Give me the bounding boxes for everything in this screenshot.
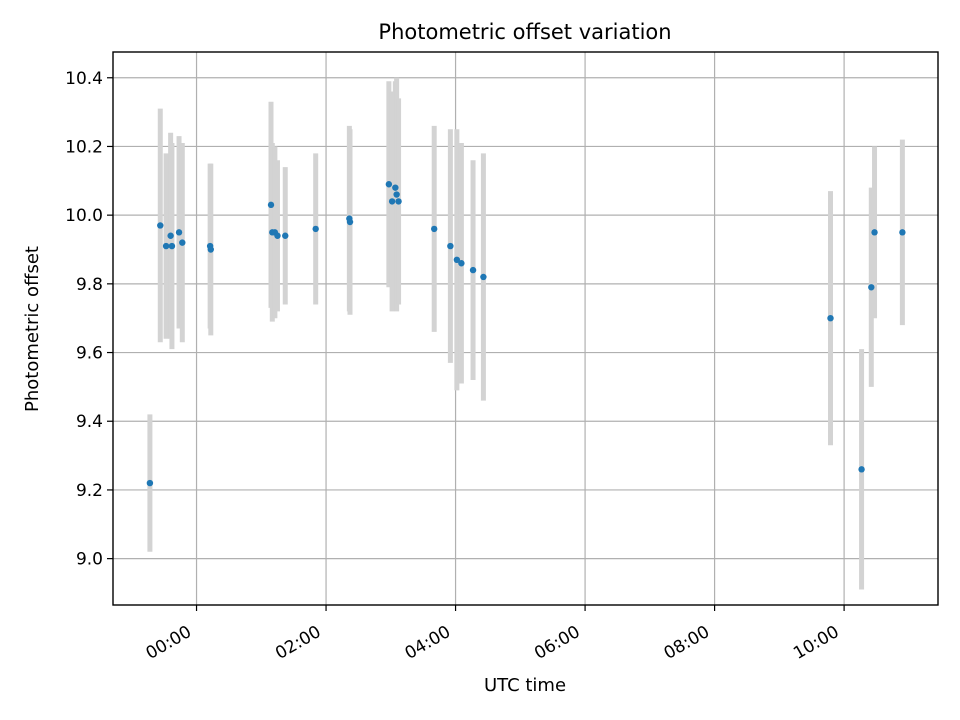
data-point	[168, 242, 176, 250]
data-points	[146, 181, 906, 487]
plot-frame	[112, 51, 939, 606]
y-axis-ticks: 9.0 9.2 9.4 9.6 9.8 10.0 10.2 10.4	[65, 69, 113, 570]
x-axis-label: UTC time	[484, 675, 566, 696]
data-point	[146, 479, 154, 487]
data-point	[267, 201, 275, 209]
data-point	[175, 229, 183, 236]
y-tick-label: 10.0	[65, 206, 103, 226]
y-tick-label: 9.4	[76, 412, 103, 432]
data-point	[388, 198, 396, 205]
data-point	[458, 260, 465, 267]
data-point	[282, 232, 289, 239]
y-tick-label: 9.0	[76, 550, 103, 570]
data-point	[207, 246, 214, 253]
data-point	[430, 225, 438, 233]
data-point	[162, 242, 170, 250]
data-point	[385, 181, 393, 188]
y-tick-label: 10.4	[65, 69, 103, 89]
y-tick-label: 9.2	[76, 481, 103, 501]
data-point	[453, 256, 461, 264]
y-axis-label: Photometric offset	[22, 246, 43, 412]
y-tick-label: 9.8	[76, 275, 103, 295]
data-point	[858, 466, 865, 473]
data-point	[346, 218, 354, 226]
data-point	[395, 198, 402, 205]
y-tick-label: 10.2	[65, 137, 103, 157]
data-point	[274, 232, 281, 239]
data-point	[469, 266, 477, 274]
data-point	[312, 225, 319, 233]
data-point	[827, 314, 834, 322]
y-tick-label: 9.6	[76, 344, 103, 364]
data-point	[480, 273, 487, 281]
data-point	[868, 284, 875, 291]
data-point	[899, 229, 906, 236]
data-point	[392, 184, 399, 191]
data-point	[157, 222, 164, 229]
data-point	[447, 242, 454, 250]
chart-title: Photometric offset variation	[378, 20, 671, 44]
data-point	[871, 229, 878, 236]
data-point	[179, 239, 186, 246]
data-point	[167, 232, 174, 239]
grid	[113, 52, 938, 605]
data-point	[393, 191, 400, 198]
